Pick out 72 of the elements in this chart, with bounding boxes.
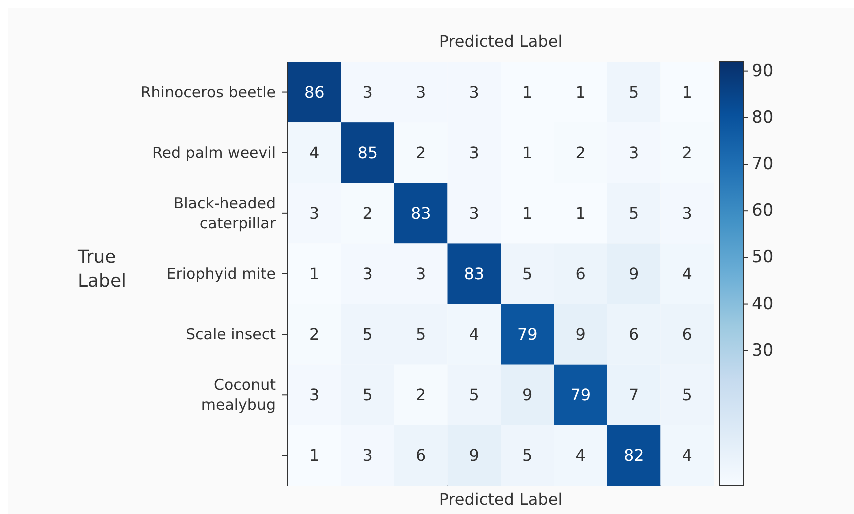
data-label: 5	[629, 204, 640, 223]
data-label: 2	[576, 143, 586, 162]
y-tick-label: Rhinoceros beetle	[140, 83, 276, 102]
data-label: 3	[310, 204, 320, 223]
data-label: 1	[522, 82, 533, 102]
y-tick-label: Black-headed caterpillar	[174, 194, 277, 232]
data-label: 3	[629, 143, 640, 162]
chart-title: Predicted Label	[438, 32, 564, 51]
color-bar-label: 80	[752, 108, 774, 128]
data-label: 1	[576, 82, 586, 102]
data-label: 6	[576, 264, 586, 284]
data-label: 1	[522, 143, 533, 162]
data-label: 6	[416, 446, 426, 466]
data-label: 6	[682, 325, 692, 344]
color-bar-label: 50	[752, 248, 774, 268]
data-label: 2	[362, 204, 373, 223]
data-label: 1	[310, 264, 320, 284]
data-label: 3	[469, 82, 480, 102]
y-tick-label: Coconut mealybug	[201, 376, 276, 414]
data-label: 3	[362, 82, 373, 102]
y-tick-label: Eriophyid mite	[166, 265, 276, 283]
data-label: 1	[310, 446, 320, 466]
data-label: 5	[682, 386, 692, 405]
data-label: 3	[469, 204, 480, 223]
data-label: 3	[362, 446, 373, 466]
data-label: 5	[362, 325, 373, 344]
color-bar-label: 90	[752, 61, 774, 82]
data-label: 6	[629, 325, 640, 344]
data-label: 4	[576, 446, 586, 466]
data-label: 86	[304, 82, 325, 102]
data-label: 9	[469, 446, 480, 466]
data-label: 9	[629, 264, 640, 284]
data-label: 1	[576, 204, 586, 223]
data-label: 4	[682, 264, 692, 284]
data-label: 3	[469, 143, 480, 162]
data-label: 5	[522, 446, 533, 466]
data-label: 5	[416, 325, 426, 344]
data-label: 4	[682, 446, 692, 466]
data-label: 4	[469, 325, 480, 344]
data-label: 9	[522, 386, 533, 405]
color-bar-label: 60	[752, 201, 774, 222]
data-label: 82	[624, 446, 644, 466]
color-bar-label: 70	[752, 154, 774, 175]
data-label: 5	[362, 386, 373, 405]
y-tick-label: Red palm weevil	[152, 144, 276, 162]
data-label: 83	[410, 204, 432, 223]
data-label: 3	[416, 264, 426, 284]
data-label: 1	[682, 82, 692, 102]
data-label: 79	[517, 325, 538, 344]
data-label: 85	[358, 143, 378, 162]
color-bar-label: 30	[752, 340, 774, 361]
data-label: 1	[522, 204, 533, 223]
data-label: 7	[629, 386, 640, 405]
data-label: 2	[416, 386, 426, 405]
data-label: 3	[310, 386, 320, 405]
data-label: 3	[362, 264, 373, 284]
data-label: 9	[576, 325, 586, 344]
data-label: 2	[310, 325, 320, 344]
y-axis-title: True Label	[78, 246, 128, 294]
data-label: 83	[464, 264, 485, 284]
data-label: 3	[682, 204, 692, 223]
data-label: 3	[416, 82, 426, 102]
y-tick-label: Scale insect	[186, 326, 276, 344]
x-axis-title: Predicted Label	[438, 490, 564, 509]
data-label: 5	[522, 264, 533, 284]
data-label: 5	[469, 386, 480, 405]
data-label: 2	[682, 143, 692, 162]
data-label: 2	[416, 143, 426, 162]
data-label: 4	[310, 143, 320, 162]
data-label: 5	[629, 82, 640, 102]
data-label: 79	[570, 386, 592, 405]
color-bar-label: 40	[752, 294, 774, 314]
